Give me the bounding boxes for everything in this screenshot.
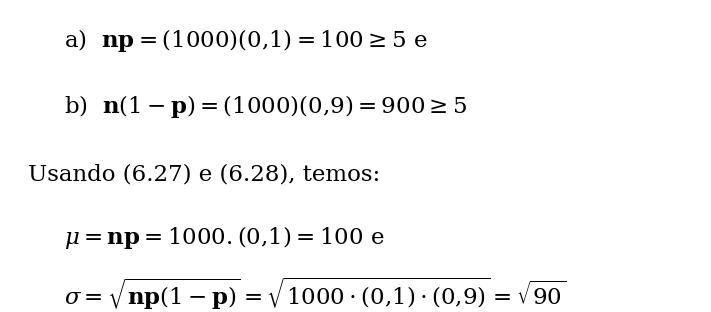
Text: $\sigma = \sqrt{\mathbf{np}(1-\mathbf{p})} = \sqrt{1000 \cdot (0{,}1) \cdot (0{,: $\sigma = \sqrt{\mathbf{np}(1-\mathbf{p}… — [64, 275, 567, 311]
Text: a)  $\mathbf{np} = (1000)(0{,}1) = 100 \geq 5$ e: a) $\mathbf{np} = (1000)(0{,}1) = 100 \g… — [64, 27, 427, 54]
Text: $\mu = \mathbf{np} = 1000.(0{,}1) = 100$ e: $\mu = \mathbf{np} = 1000.(0{,}1) = 100$… — [64, 224, 385, 251]
Text: b)  $\mathbf{n}(1 - \mathbf{p}) = (1000)(0{,}9) = 900 \geq 5$: b) $\mathbf{n}(1 - \mathbf{p}) = (1000)(… — [64, 93, 467, 119]
Text: Usando (6.27) e (6.28), temos:: Usando (6.27) e (6.28), temos: — [28, 164, 380, 186]
